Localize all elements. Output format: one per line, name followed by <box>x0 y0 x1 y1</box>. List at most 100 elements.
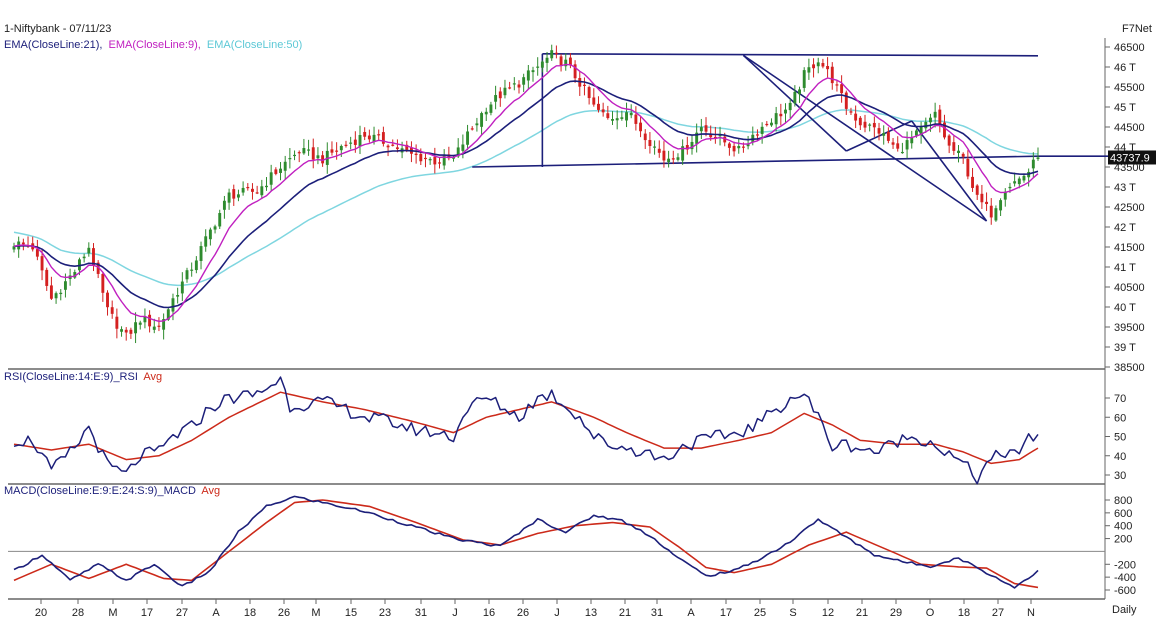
candle-body <box>363 131 367 137</box>
candle <box>204 229 208 252</box>
candle-body <box>774 113 778 125</box>
candle-body <box>236 194 240 198</box>
candle-body <box>353 139 357 145</box>
candle <box>882 125 886 145</box>
candle-body <box>667 158 671 163</box>
date-tick-label: 28 <box>72 607 84 619</box>
rsi-tick-label: 70 <box>1114 393 1126 405</box>
candle <box>980 184 984 209</box>
candle <box>31 236 35 252</box>
candle-body <box>1008 186 1012 189</box>
candle-body <box>531 70 535 73</box>
candle-body <box>896 143 900 149</box>
candle <box>550 44 554 61</box>
date-tick-label: M <box>311 607 320 619</box>
candle-body <box>335 150 339 152</box>
candle-body <box>419 153 423 162</box>
candle-body <box>232 189 236 199</box>
candle-body <box>629 112 633 116</box>
candle <box>643 129 647 150</box>
candle <box>339 144 343 157</box>
candle <box>134 312 138 344</box>
price-tick-label: 46 T <box>1114 62 1136 74</box>
candle <box>1013 172 1017 187</box>
candle <box>966 150 970 180</box>
date-tick-label: 17 <box>720 607 732 619</box>
candle <box>545 51 549 73</box>
candle-body <box>115 316 119 329</box>
candle-body <box>685 144 689 150</box>
candle-body <box>503 87 507 96</box>
candle <box>199 241 203 270</box>
candle <box>830 62 834 90</box>
candle <box>526 64 530 90</box>
candle-body <box>891 142 895 145</box>
candle <box>699 118 703 140</box>
candle <box>802 67 806 92</box>
candle <box>414 144 418 164</box>
date-tick-label: A <box>687 607 695 619</box>
candle <box>260 179 264 200</box>
price-tick-label: 44500 <box>1114 122 1145 134</box>
brand-label: F7Net <box>1122 23 1152 35</box>
candle <box>807 58 811 80</box>
candle-body <box>208 229 212 240</box>
candle <box>671 150 675 165</box>
candle <box>872 116 876 138</box>
candle <box>232 184 236 206</box>
candle-body <box>59 292 63 295</box>
candle <box>559 54 563 72</box>
candle <box>587 85 591 105</box>
candle-body <box>765 123 769 126</box>
candle-body <box>858 117 862 126</box>
candle-body <box>830 66 834 84</box>
ema50-legend: EMA(CloseLine:50) <box>207 39 302 51</box>
candle-body <box>424 157 427 160</box>
candle-body <box>307 149 311 151</box>
instrument-title: 1-Niftybank - 07/11/23 <box>4 23 111 35</box>
candle-body <box>545 57 549 63</box>
candle-body <box>732 145 736 152</box>
date-tick-label: 18 <box>958 607 970 619</box>
candle <box>681 139 685 165</box>
candle <box>657 140 661 158</box>
candle <box>143 308 147 329</box>
candle <box>489 101 493 116</box>
macd-tick-label: -200 <box>1114 559 1136 571</box>
candle <box>957 145 960 163</box>
macd-signal-line <box>13 499 1039 589</box>
candle-body <box>269 172 273 185</box>
date-tick-label: 21 <box>856 607 868 619</box>
candle-body <box>110 307 114 314</box>
candle-body <box>489 104 493 113</box>
rsi-axis-ticks: 70 60 50 40 30 <box>1105 393 1126 482</box>
candle <box>409 141 413 163</box>
candle-body <box>395 147 399 150</box>
rsi-avg-line <box>13 391 1039 465</box>
candle <box>1017 176 1021 189</box>
candle-body <box>129 329 133 334</box>
candle <box>208 227 212 246</box>
candle <box>246 183 250 191</box>
candle <box>194 256 198 274</box>
candle <box>92 243 95 272</box>
date-tick-label: 18 <box>244 607 256 619</box>
candle-body <box>882 133 886 136</box>
candle-body <box>718 134 722 137</box>
macd-tick-label: 600 <box>1114 508 1132 520</box>
candle-body <box>966 158 970 177</box>
candle <box>349 136 353 150</box>
candle <box>274 167 278 176</box>
candle <box>531 66 535 82</box>
candle <box>896 136 900 152</box>
candle <box>620 110 624 121</box>
date-tick-label: J <box>554 607 560 619</box>
candle-body <box>381 132 385 144</box>
candle <box>877 122 881 141</box>
candle-body <box>989 205 993 218</box>
candle <box>288 148 292 169</box>
candle-body <box>587 87 591 99</box>
candle-body <box>788 102 792 111</box>
candle-body <box>293 154 296 157</box>
candle <box>770 118 773 127</box>
